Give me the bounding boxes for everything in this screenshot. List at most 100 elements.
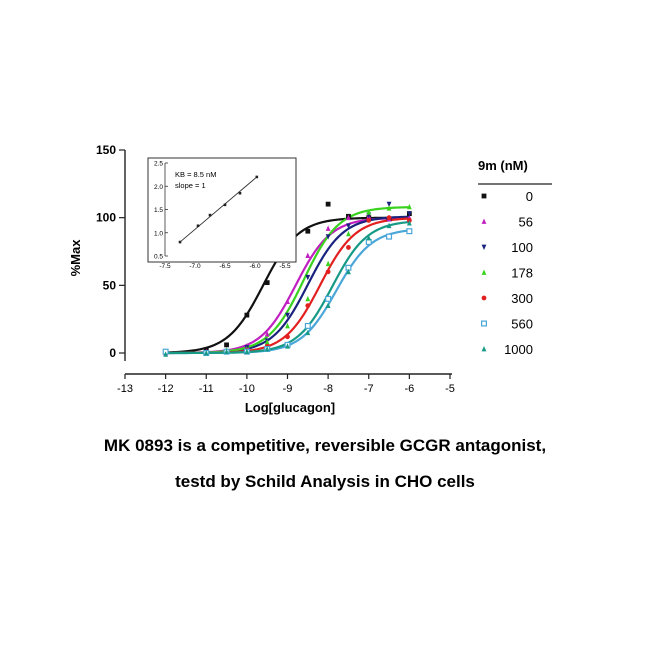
x-tick-label: -5 — [445, 383, 455, 395]
x-tick-label: -9 — [283, 383, 293, 395]
y-axis-label: %Max — [68, 239, 83, 277]
legend-label-56: 56 — [519, 215, 533, 230]
legend-marker-100 — [481, 244, 487, 250]
point-100 — [325, 234, 331, 240]
point-1000 — [386, 222, 392, 229]
legend-label-300: 300 — [511, 291, 533, 306]
legend-marker-1000 — [481, 346, 487, 352]
inset-y-tick-label: 1.5 — [154, 207, 163, 214]
inset-y-tick-label: 2.0 — [154, 184, 163, 191]
inset-x-tick-label: -6.0 — [249, 263, 261, 270]
x-tick-label: -6 — [404, 383, 414, 395]
point-178 — [366, 209, 372, 215]
point-56 — [264, 331, 270, 337]
point-1000 — [325, 302, 331, 309]
point-300 — [285, 334, 290, 340]
x-tick-label: -8 — [323, 383, 333, 395]
point-1000 — [285, 343, 290, 349]
point-300 — [386, 215, 392, 221]
point-1000 — [264, 345, 270, 352]
inset-x-tick-label: -7.0 — [189, 263, 201, 270]
inset-fit-line — [179, 176, 258, 243]
inset-frame — [147, 157, 297, 263]
point-178 — [325, 260, 331, 267]
point-178 — [346, 230, 351, 237]
point-100 — [285, 312, 290, 319]
point-100 — [305, 274, 311, 281]
point-100 — [406, 211, 412, 217]
inset-point — [238, 191, 242, 195]
point-0 — [325, 201, 331, 207]
legend-label-0: 0 — [526, 189, 533, 204]
legend: 9m (nM) 0 56 100 178 300 560 1000 — [478, 158, 552, 357]
inset-schild-plot: 0.5 1.0 1.5 2.0 2.5 -7.5 -7.0 -6.5 -6.0 -5.5 KB … — [147, 157, 297, 270]
caption-line-2: testd by Schild Analysis in CHO cells — [175, 472, 475, 491]
legend-marker-56 — [481, 218, 487, 224]
y-tick-label: 100 — [96, 211, 116, 225]
point-1000 — [406, 220, 412, 226]
inset-x-tick-label: -6.5 — [219, 263, 231, 270]
point-560 — [325, 295, 332, 302]
legend-label-100: 100 — [511, 240, 533, 255]
point-1000 — [203, 350, 209, 356]
point-560 — [304, 322, 311, 329]
point-0 — [264, 280, 270, 286]
inset-point — [178, 240, 182, 244]
point-0 — [224, 342, 229, 348]
x-axis-label: Log[glucagon] — [245, 400, 335, 415]
x-tick-label: -7 — [364, 383, 374, 395]
inset-kb-annotation: KB = 8.5 nM — [175, 170, 216, 179]
inset-y-tick-label: 0.5 — [154, 254, 163, 261]
point-560 — [386, 233, 393, 240]
y-tick-label: 50 — [103, 278, 117, 292]
inset-x-tick-label: -7.5 — [159, 263, 171, 270]
point-178 — [406, 203, 412, 210]
inset-x-tick-label: -5.5 — [279, 263, 291, 270]
point-1000 — [163, 351, 169, 357]
point-100 — [346, 223, 351, 229]
point-1000 — [224, 348, 229, 355]
point-56 — [346, 214, 351, 221]
legend-marker-178 — [481, 269, 487, 275]
point-56 — [305, 252, 311, 258]
point-1000 — [244, 348, 250, 355]
legend-title: 9m (nM) — [478, 158, 528, 173]
legend-label-1000: 1000 — [504, 342, 533, 357]
inset-y-tick-label: 2.5 — [154, 161, 163, 168]
point-1000 — [366, 234, 372, 241]
point-300 — [366, 217, 372, 223]
legend-marker-0 — [481, 193, 487, 199]
point-178 — [386, 205, 392, 211]
inset-point — [255, 175, 259, 179]
y-tick-label: 0 — [109, 346, 116, 360]
legend-marker-300 — [481, 295, 487, 301]
point-0 — [305, 228, 311, 234]
inset-point — [208, 213, 212, 217]
point-300 — [305, 303, 311, 309]
legend-label-560: 560 — [511, 317, 533, 332]
legend-label-178: 178 — [511, 266, 533, 281]
point-100 — [386, 201, 392, 208]
point-300 — [346, 245, 351, 250]
x-tick-label: -12 — [158, 383, 174, 395]
x-tick-label: -10 — [239, 383, 255, 395]
inset-point — [196, 224, 200, 228]
point-56 — [325, 225, 331, 231]
inset-y-tick-label: 1.0 — [154, 230, 163, 237]
point-0 — [244, 312, 250, 318]
legend-marker-560 — [481, 320, 488, 327]
point-178 — [264, 339, 270, 345]
x-tick-label: -13 — [117, 383, 133, 395]
point-560 — [406, 228, 413, 235]
point-178 — [285, 322, 290, 329]
inset-slope-annotation: slope = 1 — [175, 181, 206, 190]
caption-line-1: MK 0893 is a competitive, reversible GCG… — [103, 436, 547, 455]
point-1000 — [346, 268, 351, 275]
point-178 — [305, 295, 311, 302]
x-tick-label: -11 — [199, 383, 214, 395]
inset-point — [223, 203, 227, 207]
point-56 — [285, 298, 290, 304]
data-points — [162, 201, 413, 357]
y-tick-label: 150 — [96, 143, 116, 157]
